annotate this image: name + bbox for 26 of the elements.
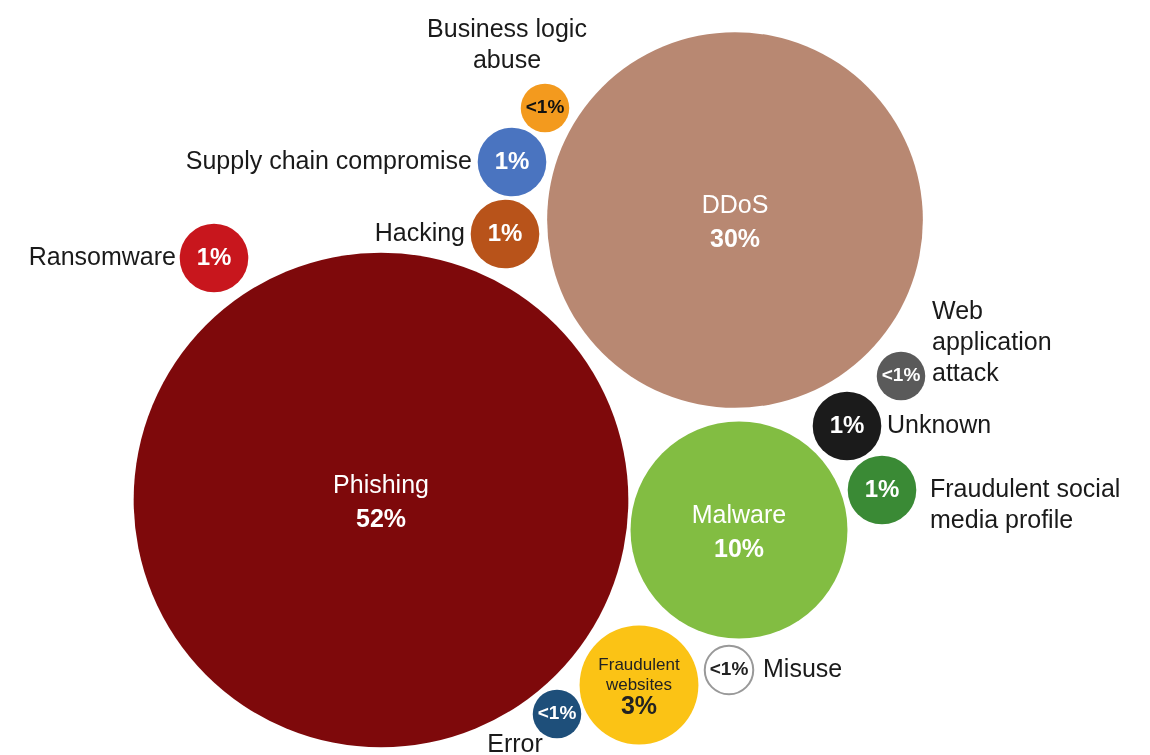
category-label: Fraudulent websites [598,655,680,694]
category-label: Business logic abuse [427,13,587,73]
data-label: 1% [494,146,530,174]
category-label: Misuse [763,653,843,682]
category-label: Ransomware [28,241,176,270]
data-label: <1% [709,658,749,680]
data-label: <1% [525,96,565,118]
category-label: DDoS [701,189,769,218]
category-label: Fraudulent social media profile [930,473,1121,533]
data-label: 52% [355,504,407,533]
data-label: 1% [196,242,232,270]
category-label: Supply chain compromise [185,145,472,174]
data-label: 1% [829,410,865,438]
category-label: Phishing [333,469,429,498]
category-label: Malware [691,499,787,528]
data-label: 3% [620,691,658,720]
category-label: Unknown [887,409,992,438]
category-label: Error [487,728,543,755]
data-label: <1% [881,364,921,386]
data-label: 1% [864,474,900,502]
category-label: Web application attack [932,295,1052,386]
data-label: <1% [537,702,577,724]
data-label: 1% [487,218,523,246]
category-label: Hacking [374,217,465,246]
data-label: 30% [709,224,761,253]
data-label: 10% [713,534,765,563]
